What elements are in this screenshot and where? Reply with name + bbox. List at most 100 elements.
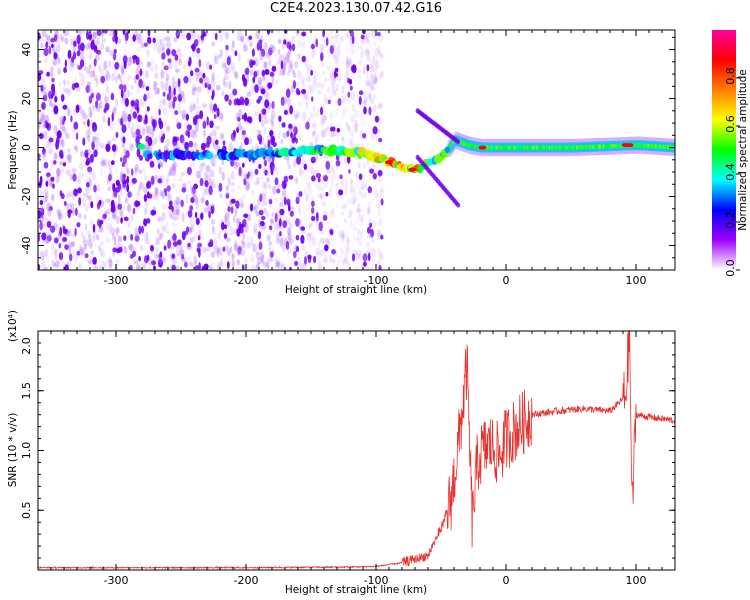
noise-speckle: [139, 244, 144, 252]
noise-speckle: [354, 119, 358, 127]
noise-speckle: [275, 226, 281, 231]
noise-speckle: [88, 106, 92, 112]
noise-speckle: [258, 95, 263, 101]
noise-speckle: [244, 157, 248, 167]
noise-speckle: [121, 114, 126, 123]
noise-speckle: [297, 70, 302, 80]
noise-speckle: [326, 51, 330, 59]
noise-speckle: [181, 253, 185, 260]
noise-speckle: [122, 180, 127, 189]
noise-speckle: [159, 258, 163, 264]
noise-speckle: [263, 42, 268, 51]
noise-speckle: [39, 199, 44, 206]
noise-speckle: [46, 71, 50, 77]
noise-speckle: [286, 229, 292, 235]
noise-speckle: [298, 111, 301, 118]
noise-speckle: [189, 106, 194, 115]
noise-speckle: [318, 260, 322, 269]
noise-speckle: [94, 186, 98, 196]
noise-speckle: [255, 264, 259, 270]
noise-speckle: [250, 189, 255, 198]
noise-speckle: [320, 118, 325, 127]
noise-speckle: [140, 42, 145, 49]
noise-speckle: [271, 212, 275, 218]
noise-speckle: [88, 34, 93, 40]
noise-speckle: [262, 167, 266, 175]
spectrogram-band: [136, 108, 675, 208]
spectrogram-xlabel: Height of straight line (km): [285, 284, 427, 296]
noise-speckle: [151, 129, 155, 138]
noise-speckle: [76, 175, 82, 183]
noise-speckle: [297, 219, 302, 229]
noise-speckle: [257, 233, 262, 239]
noise-speckle: [65, 193, 70, 200]
noise-speckle: [173, 199, 179, 209]
noise-speckle: [288, 203, 291, 212]
noise-speckle: [264, 69, 270, 75]
noise-speckle: [45, 34, 50, 41]
noise-speckle: [367, 92, 372, 101]
noise-speckle: [276, 238, 280, 244]
noise-speckle: [312, 105, 316, 112]
noise-speckle: [183, 230, 189, 236]
noise-speckle: [278, 39, 282, 45]
noise-speckle: [100, 156, 105, 164]
noise-speckle: [314, 82, 320, 89]
noise-speckle: [77, 30, 83, 35]
noise-speckle: [330, 132, 336, 138]
noise-speckle: [53, 34, 58, 42]
noise-speckle: [147, 125, 153, 135]
noise-speckle: [137, 72, 141, 81]
noise-speckle: [40, 112, 46, 121]
noise-speckle: [43, 44, 49, 55]
noise-speckle: [48, 137, 54, 143]
noise-speckle: [189, 104, 193, 113]
noise-speckle: [309, 232, 314, 241]
noise-speckle: [221, 89, 225, 97]
noise-speckle: [129, 55, 132, 63]
noise-speckle: [277, 30, 281, 35]
noise-speckle: [298, 71, 303, 81]
noise-speckle: [341, 250, 344, 256]
colorbar-gradient: [712, 30, 736, 270]
noise-speckle: [361, 48, 367, 58]
noise-speckle: [161, 46, 165, 52]
noise-speckle: [371, 86, 376, 91]
noise-speckle: [376, 203, 381, 209]
noise-speckle: [230, 188, 236, 194]
noise-speckle: [277, 59, 282, 65]
noise-speckle: [170, 212, 175, 219]
noise-speckle: [305, 189, 309, 197]
noise-speckle: [361, 182, 367, 190]
noise-speckle: [340, 247, 343, 254]
noise-speckle: [244, 137, 250, 146]
noise-speckle: [193, 233, 197, 240]
noise-speckle: [138, 169, 143, 175]
noise-speckle: [302, 207, 306, 216]
noise-speckle: [330, 180, 335, 187]
noise-speckle: [89, 50, 92, 60]
noise-speckle: [130, 214, 134, 222]
noise-speckle: [156, 36, 160, 46]
noise-speckle: [132, 123, 136, 131]
noise-speckle: [140, 60, 144, 67]
noise-speckle: [59, 120, 63, 130]
noise-speckle: [138, 256, 142, 262]
noise-speckle: [158, 258, 163, 268]
noise-speckle: [297, 224, 301, 231]
noise-speckle: [239, 96, 244, 106]
noise-speckle: [348, 209, 353, 216]
noise-speckle: [319, 44, 324, 53]
noise-speckle: [333, 71, 337, 79]
noise-speckle: [362, 100, 368, 106]
noise-speckle: [244, 223, 249, 233]
noise-speckle: [72, 167, 78, 173]
noise-speckle: [68, 245, 71, 255]
noise-speckle: [312, 169, 317, 174]
noise-speckle: [347, 77, 350, 84]
y-tick-label: 0: [20, 144, 33, 151]
noise-speckle: [249, 69, 254, 76]
noise-speckle: [227, 206, 231, 213]
noise-speckle: [89, 218, 92, 228]
noise-speckle: [276, 188, 281, 194]
